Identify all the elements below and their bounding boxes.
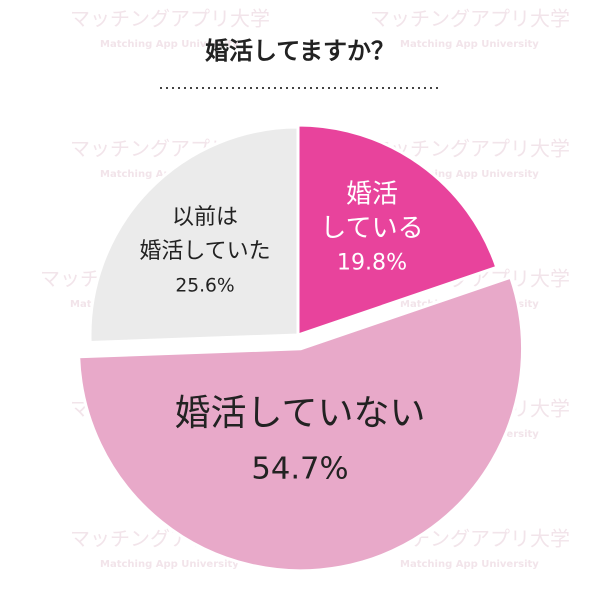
pie (77, 123, 525, 573)
watermark-subtext: Matching App University (100, 559, 239, 570)
watermark-subtext: Matching App University (100, 39, 239, 50)
pie-slice (296, 123, 499, 338)
slice-label: 以前は (172, 205, 238, 230)
watermark-text: マッチングアプリ大学 (370, 7, 570, 31)
value-label: 19.8% (337, 250, 407, 276)
value-label: 54.7% (251, 452, 348, 487)
pie-slice (88, 125, 300, 345)
slice-label: 婚活していない (175, 393, 426, 434)
slice-label: 婚活 (346, 180, 398, 210)
slice-label: している (320, 214, 423, 244)
pie-slice (77, 275, 525, 573)
watermark-subtext: Matching App University (400, 559, 539, 570)
value-label: 25.6% (175, 276, 234, 297)
slice-label: 婚活していた (139, 239, 270, 264)
chart-title: 婚活してますか？ (205, 37, 395, 65)
watermark-subtext: Matching App University (400, 39, 539, 50)
watermark-subtext: Matching App University (400, 169, 539, 180)
watermark-text: マッチングアプリ大学 (70, 7, 270, 31)
